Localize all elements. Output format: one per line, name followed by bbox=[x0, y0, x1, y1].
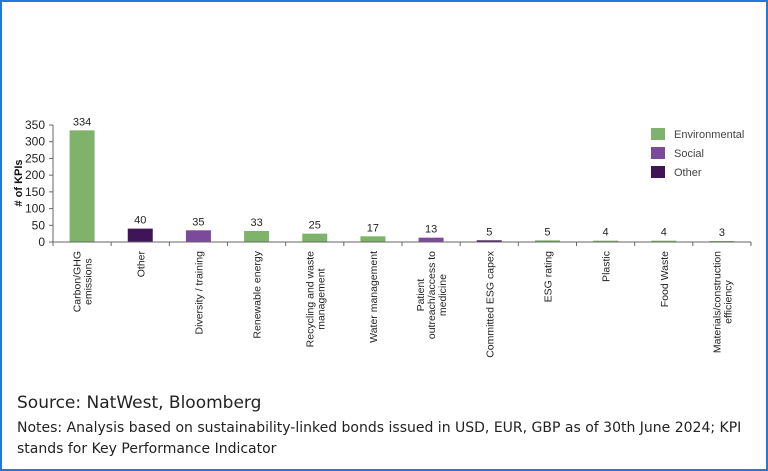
source-text: Source: NatWest, Bloomberg bbox=[17, 393, 262, 413]
y-tick-label: 300 bbox=[25, 135, 45, 149]
y-tick-label: 100 bbox=[25, 202, 45, 216]
data-label: 4 bbox=[603, 227, 609, 239]
x-tick-label-line: management bbox=[315, 268, 327, 329]
bar bbox=[418, 237, 444, 242]
legend-label: Environmental bbox=[674, 129, 744, 141]
x-tick-label: Water management bbox=[368, 251, 380, 343]
x-tick-label: Patient outreach/access to medicine bbox=[415, 251, 449, 339]
x-tick-label-line: Renewable energy bbox=[252, 250, 264, 338]
legend-swatch bbox=[651, 147, 665, 159]
notes-text: Notes: Analysis based on sustainability-… bbox=[17, 420, 742, 457]
data-label: 5 bbox=[486, 226, 492, 238]
x-tick-label: Food Waste bbox=[659, 251, 671, 307]
x-tick-label: Materials/construction efficiency bbox=[711, 251, 734, 353]
data-label: 25 bbox=[309, 220, 321, 232]
x-tick-label: Recycling and waste management bbox=[304, 251, 327, 347]
x-tick-label: Committed ESG capex bbox=[484, 250, 496, 358]
data-label: 35 bbox=[192, 216, 204, 228]
y-tick-label: 50 bbox=[32, 218, 46, 232]
y-tick-label: 250 bbox=[25, 151, 45, 165]
data-label: 4 bbox=[661, 227, 667, 239]
data-label: 3 bbox=[719, 227, 725, 239]
x-tick-label-line: Food Waste bbox=[659, 251, 671, 307]
legend: Environmental Social Other bbox=[651, 128, 744, 179]
y-axis-label: # of KPIs bbox=[13, 159, 25, 206]
x-tick-label-line: Materials/construction bbox=[711, 251, 723, 353]
x-tick-label: Plastic bbox=[601, 251, 613, 282]
x-tick-label: Diversity / training bbox=[193, 251, 205, 335]
x-tick-label: ESG rating bbox=[542, 251, 554, 303]
x-tick-label: Carbon/GHG emissions bbox=[72, 251, 95, 312]
x-tick-label-line: Other bbox=[135, 251, 147, 278]
bar bbox=[302, 233, 328, 242]
data-label: 5 bbox=[544, 226, 550, 238]
x-tick-label-line: Patient bbox=[415, 279, 427, 312]
data-label: 33 bbox=[250, 217, 262, 229]
x-tick-label-line: emissions bbox=[83, 258, 95, 305]
legend-label: Other bbox=[674, 167, 702, 179]
data-label: 40 bbox=[134, 215, 146, 227]
bar bbox=[593, 240, 619, 242]
x-tick-label-line: efficiency bbox=[722, 280, 734, 324]
bars: 334 40 35 33 25 17 13 5 5 4 4 3 bbox=[69, 116, 735, 242]
x-tick-label-line: Recycling and waste bbox=[304, 251, 316, 347]
legend-label: Social bbox=[674, 148, 704, 160]
y-tick-label: 0 bbox=[38, 235, 45, 249]
x-tick-label-line: ESG rating bbox=[542, 251, 554, 303]
bar bbox=[69, 130, 95, 242]
bar bbox=[127, 228, 153, 242]
bar bbox=[360, 236, 386, 242]
x-tick-label: Other bbox=[135, 251, 147, 278]
bar bbox=[534, 240, 560, 242]
y-tick-label: 350 bbox=[25, 118, 45, 132]
bar bbox=[651, 240, 677, 242]
x-tick-label-line: Carbon/GHG bbox=[72, 251, 84, 312]
x-tick-label-line: Water management bbox=[368, 251, 380, 343]
legend-swatch bbox=[651, 166, 665, 178]
y-axis: 0 50 100 150 200 250 300 350 bbox=[25, 118, 54, 249]
bar bbox=[244, 230, 270, 242]
x-tick-label-line: medicine bbox=[437, 274, 449, 316]
data-label: 17 bbox=[367, 222, 379, 234]
bar bbox=[185, 230, 211, 242]
x-tick-label-line: Plastic bbox=[601, 251, 613, 282]
x-axis: Carbon/GHG emissions Other Diversity / trai… bbox=[52, 241, 752, 358]
x-tick-label-line: outreach/access to bbox=[426, 251, 438, 339]
data-label: 334 bbox=[73, 116, 91, 128]
x-tick-label-line: Diversity / training bbox=[193, 251, 205, 335]
legend-swatch bbox=[651, 128, 665, 140]
data-label: 13 bbox=[425, 224, 437, 236]
bar bbox=[476, 240, 502, 242]
bar bbox=[709, 240, 735, 242]
y-tick-label: 200 bbox=[25, 168, 45, 182]
x-tick-label: Renewable energy bbox=[252, 250, 264, 338]
x-tick-label-line: Committed ESG capex bbox=[484, 250, 496, 358]
y-tick-label: 150 bbox=[25, 185, 45, 199]
